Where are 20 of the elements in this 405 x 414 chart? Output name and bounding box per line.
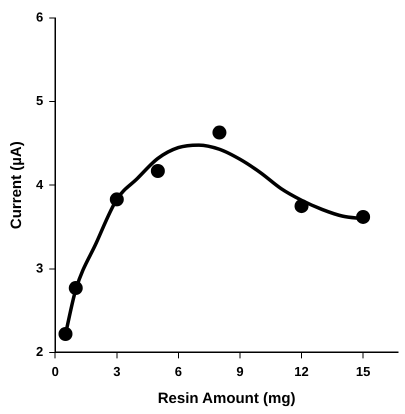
point <box>58 327 72 342</box>
y-tick-label: 2 <box>36 344 44 359</box>
y-axis-title: Current (µA) <box>8 141 26 230</box>
point <box>294 199 309 214</box>
point <box>356 210 370 224</box>
y-tick-label: 4 <box>36 176 44 192</box>
point <box>150 164 165 178</box>
x-axis-title: Resin Amount (mg) <box>158 390 296 408</box>
x-tick-label: 15 <box>356 364 370 379</box>
x-tick-label: 0 <box>52 364 59 379</box>
point <box>110 192 124 206</box>
x-tick-label: 9 <box>236 364 244 379</box>
y-tick-label: 5 <box>36 93 44 108</box>
x-tick-label: 6 <box>174 364 182 379</box>
y-tick-label: 6 <box>36 10 44 25</box>
point <box>68 281 83 296</box>
y-tick-label: 3 <box>36 260 44 276</box>
x-tick-label: 12 <box>294 364 309 379</box>
point <box>212 126 226 140</box>
x-tick-label: 3 <box>113 364 120 379</box>
